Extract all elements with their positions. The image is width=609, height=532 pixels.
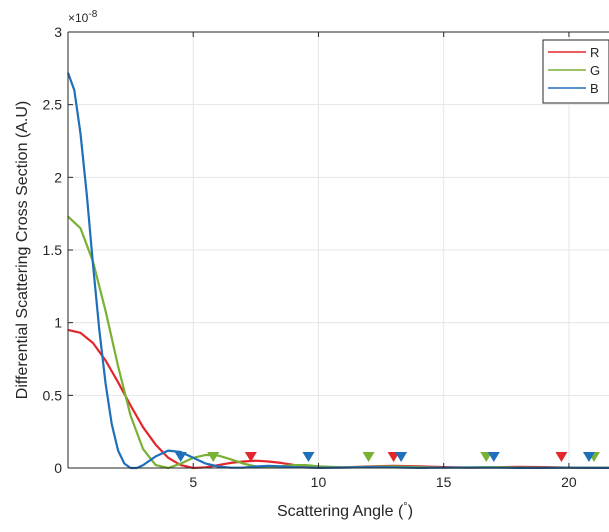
- minimum-marker-R: [555, 452, 568, 462]
- minimum-marker-G: [207, 452, 220, 462]
- y-exponent-label: ×10-8: [68, 9, 98, 25]
- legend-label-G: G: [590, 63, 600, 78]
- x-tick-labels: 5 10 15 20: [189, 474, 577, 490]
- minimum-marker-B: [395, 452, 408, 462]
- minimum-marker-B: [582, 452, 595, 462]
- x-tick-label: 5: [189, 474, 197, 490]
- x-axis-title: Scattering Angle (°): [277, 501, 413, 520]
- x-tick-label: 20: [561, 474, 577, 490]
- minimum-marker-B: [487, 452, 500, 462]
- y-tick-label: 3: [54, 24, 62, 40]
- legend-box: [542, 39, 609, 104]
- minimum-marker-B: [174, 452, 187, 462]
- y-axis-title: Differential Scattering Cross Section (A…: [14, 101, 31, 399]
- x-axis-title-text: Scattering Angle (: [277, 503, 404, 520]
- legend-label-R: R: [590, 45, 599, 60]
- y-tick-label: 0.5: [43, 387, 63, 403]
- minima-markers: [174, 452, 600, 462]
- y-tick-labels: 0 0.5 1 1.5 2 2.5 3: [43, 24, 63, 476]
- axes: [67, 31, 609, 469]
- minimum-marker-G: [362, 452, 375, 462]
- legend-label-B: B: [590, 81, 599, 96]
- minimum-marker-R: [387, 452, 400, 462]
- y-tick-label: 1: [54, 315, 62, 331]
- minimum-marker-G: [480, 452, 493, 462]
- x-axis-title-close: ): [408, 503, 413, 520]
- x-tick-label: 10: [311, 474, 327, 490]
- y-tick-label: 2: [54, 169, 62, 185]
- y-tick-label: 2.5: [43, 97, 63, 113]
- legend: RGB: [542, 39, 609, 104]
- y-tick-label: 1.5: [43, 242, 63, 258]
- minimum-marker-R: [244, 452, 257, 462]
- minimum-marker-B: [302, 452, 315, 462]
- x-tick-label: 15: [436, 474, 452, 490]
- y-exponent-base: ×10: [68, 11, 89, 25]
- y-tick-label: 0: [54, 460, 62, 476]
- y-exponent-power: -8: [88, 9, 97, 20]
- x-axis-title-degree: °: [403, 501, 407, 513]
